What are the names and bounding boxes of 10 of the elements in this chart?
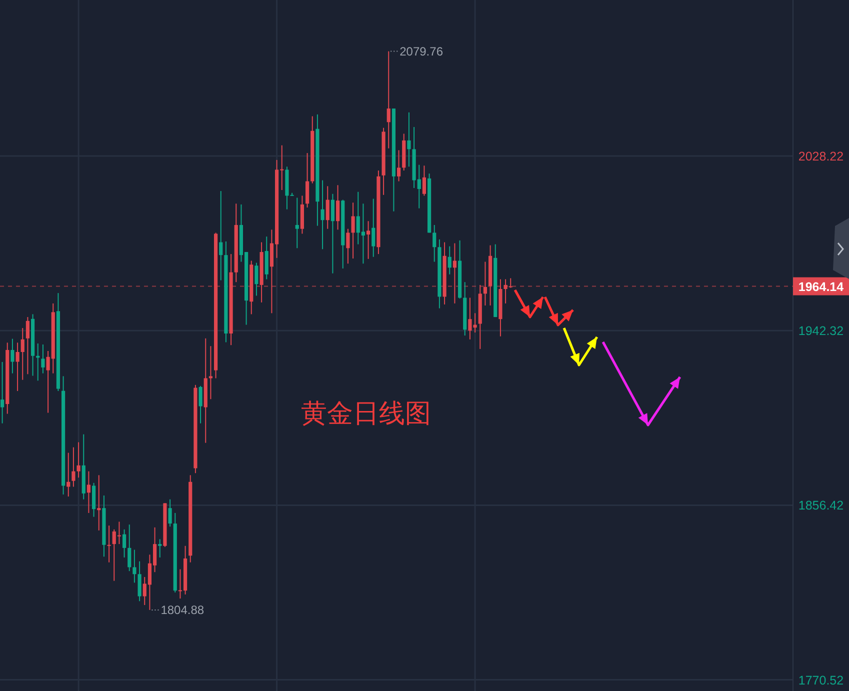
annotation: 2079.76	[390, 44, 443, 58]
annotation: 1804.88	[160, 602, 204, 617]
annotation: 2079.76	[400, 44, 444, 58]
y-tick-label: 1770.52	[798, 673, 844, 688]
y-tick-label: 1942.32	[798, 324, 844, 338]
annotation: 黄金日线图	[301, 399, 431, 429]
annotation: 1804.88	[151, 602, 204, 617]
y-tick-label: 1856.42	[798, 498, 844, 513]
ref-line-label: 1964.14	[798, 280, 844, 294]
y-tick-label: 2028.22	[798, 150, 844, 164]
